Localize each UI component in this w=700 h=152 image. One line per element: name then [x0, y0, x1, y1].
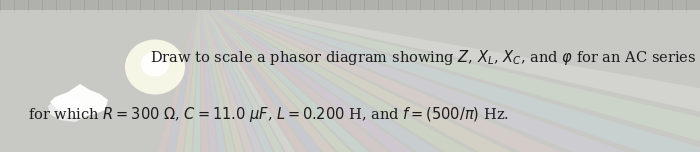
Polygon shape	[200, 0, 700, 152]
Polygon shape	[60, 0, 200, 152]
Polygon shape	[200, 0, 700, 152]
Polygon shape	[200, 0, 677, 152]
Polygon shape	[200, 0, 700, 152]
Polygon shape	[48, 96, 90, 122]
Polygon shape	[200, 0, 634, 152]
Bar	[0, 0, 700, 10]
Polygon shape	[200, 0, 543, 152]
Polygon shape	[200, 0, 700, 152]
Polygon shape	[200, 0, 700, 152]
Polygon shape	[200, 0, 700, 152]
Polygon shape	[200, 0, 250, 152]
Polygon shape	[200, 0, 350, 152]
Polygon shape	[200, 0, 700, 152]
Polygon shape	[0, 0, 200, 152]
Polygon shape	[200, 0, 400, 152]
Polygon shape	[10, 0, 200, 152]
Polygon shape	[200, 0, 700, 152]
Polygon shape	[200, 0, 300, 152]
Polygon shape	[200, 0, 448, 152]
Polygon shape	[200, 0, 496, 152]
Polygon shape	[200, 0, 700, 152]
Text: Draw to scale a phasor diagram showing $Z$, $X_L$, $X_C$, and $\varphi$ for an A: Draw to scale a phasor diagram showing $…	[150, 48, 700, 67]
Polygon shape	[110, 0, 200, 152]
Polygon shape	[50, 84, 108, 117]
Polygon shape	[200, 0, 700, 152]
Polygon shape	[160, 0, 200, 152]
Ellipse shape	[141, 52, 169, 76]
Text: for which $R = 300\ \Omega$, $C = 11.0\ \mu F$, $L = 0.200$ H, and $f = (500/\pi: for which $R = 300\ \Omega$, $C = 11.0\ …	[28, 105, 509, 123]
Polygon shape	[200, 0, 700, 152]
Polygon shape	[200, 0, 700, 152]
Polygon shape	[200, 0, 700, 152]
Polygon shape	[200, 0, 700, 152]
Polygon shape	[200, 0, 589, 152]
Polygon shape	[200, 0, 700, 152]
Ellipse shape	[125, 40, 185, 95]
